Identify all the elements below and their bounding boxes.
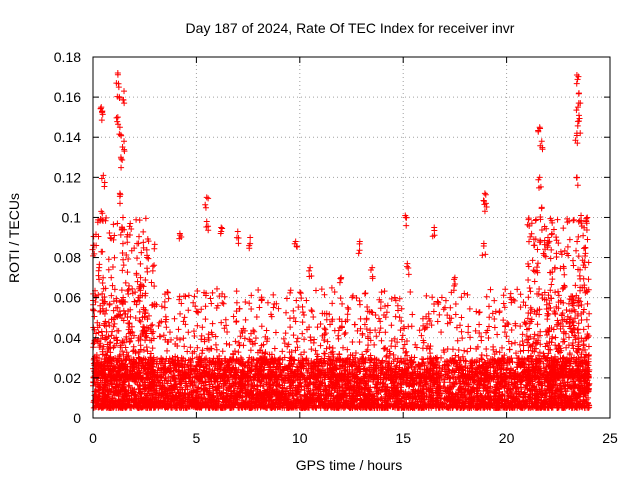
data-point xyxy=(126,382,133,389)
data-point xyxy=(155,364,162,371)
data-point xyxy=(487,356,494,363)
chart-title: Day 187 of 2024, Rate Of TEC Index for r… xyxy=(186,20,515,36)
data-point xyxy=(395,380,402,387)
grid-lines xyxy=(93,57,610,418)
data-point xyxy=(136,355,143,362)
data-point xyxy=(90,404,97,411)
data-points xyxy=(89,70,593,411)
data-point xyxy=(585,394,592,401)
data-point xyxy=(378,394,385,401)
data-point xyxy=(481,359,488,366)
